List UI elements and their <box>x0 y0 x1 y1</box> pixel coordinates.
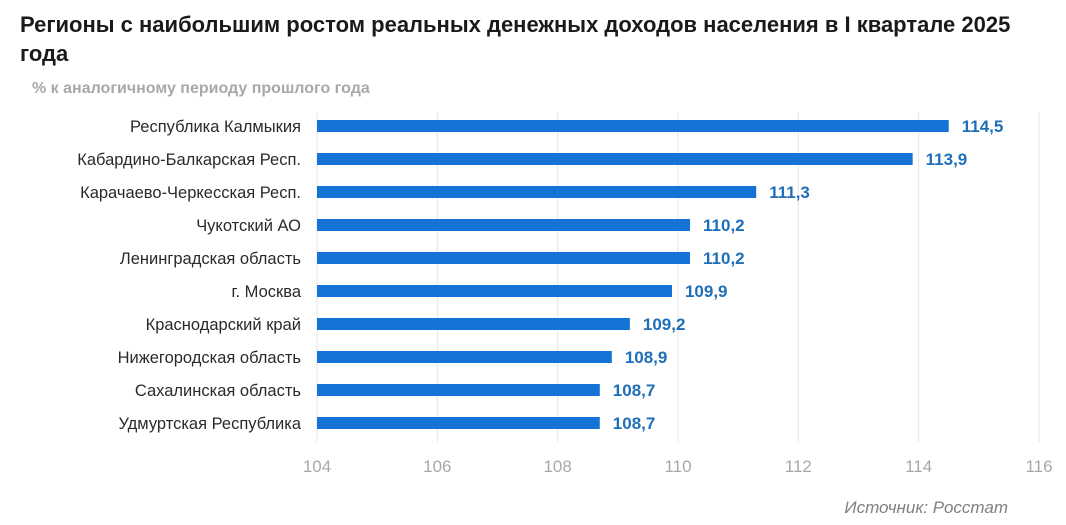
category-label: Карачаево-Черкесская Респ. <box>80 184 301 202</box>
value-label: 110,2 <box>703 216 745 235</box>
category-label: Кабардино-Балкарская Респ. <box>77 151 301 169</box>
source-note: Источник: Росстат <box>844 498 1008 517</box>
category-label: Республика Калмыкия <box>130 118 301 136</box>
x-tick-label: 116 <box>1025 457 1052 476</box>
x-tick-label: 104 <box>303 457 331 476</box>
labels: Республика Калмыкия 114,5 Кабардино-Балкар… <box>77 117 1003 433</box>
bar <box>317 318 630 330</box>
value-label: 109,2 <box>643 315 686 334</box>
x-tick-label: 108 <box>543 457 571 476</box>
bar <box>317 153 913 165</box>
value-label: 111,3 <box>769 183 810 202</box>
bar <box>317 417 600 429</box>
category-label: Удмуртская Республика <box>118 415 301 433</box>
x-tick-label: 110 <box>664 457 691 476</box>
bar <box>317 219 691 231</box>
chart-title: Регионы с наибольшим ростом реальных ден… <box>20 12 1011 66</box>
bar <box>317 186 757 198</box>
x-tick-label: 106 <box>423 457 451 476</box>
x-tick-label: 112 <box>785 457 812 476</box>
value-label: 113,9 <box>926 150 968 169</box>
value-label: 108,7 <box>613 414 656 433</box>
value-label: 108,9 <box>625 348 668 367</box>
category-label: Краснодарский край <box>146 316 301 334</box>
bar <box>317 120 949 132</box>
x-axis-ticks: 104 106 108 110 112 114 116 <box>303 457 1053 476</box>
bar <box>317 351 612 363</box>
value-label: 114,5 <box>962 117 1004 136</box>
value-label: 108,7 <box>613 381 656 400</box>
category-label: Сахалинская область <box>135 382 301 400</box>
category-label: Ленинградская область <box>120 250 301 268</box>
bar <box>317 285 672 297</box>
chart-subtitle: % к аналогичному периоду прошлого года <box>32 80 370 97</box>
value-label: 109,9 <box>685 282 728 301</box>
category-label: г. Москва <box>231 283 301 301</box>
bar <box>317 384 600 396</box>
x-tick-label: 114 <box>905 457 932 476</box>
bars <box>317 120 949 429</box>
category-label: Чукотский АО <box>196 217 301 235</box>
bar <box>317 252 691 264</box>
category-label: Нижегородская область <box>118 349 301 367</box>
value-label: 110,2 <box>703 249 745 268</box>
